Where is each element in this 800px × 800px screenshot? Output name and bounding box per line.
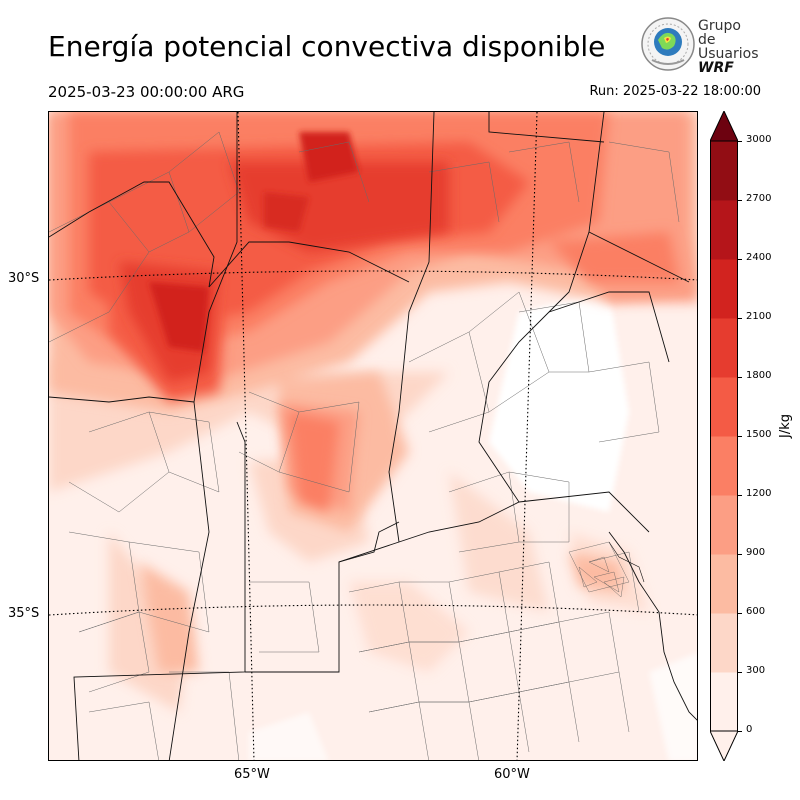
colorbar-units: J/kg: [778, 414, 793, 438]
colorbar-segment: [710, 495, 738, 555]
colorbar-segment: [710, 377, 738, 437]
coastline: [608, 531, 697, 721]
colorbar-tick-label: 1200: [746, 488, 772, 499]
graticule: [49, 112, 697, 760]
colorbar-frame: [710, 140, 738, 732]
colorbar-tick-label: 300: [746, 665, 766, 676]
colorbar: [709, 109, 739, 763]
run-time: Run: 2025-03-22 18:00:00: [589, 84, 761, 99]
colorbar-tick-label: 0: [746, 724, 753, 735]
colorbar-segment: [710, 318, 738, 378]
colorbar-tick-label: 2700: [746, 193, 772, 204]
colorbar-tick-label: 600: [746, 606, 766, 617]
latitude-line-30s: [49, 270, 697, 281]
colorbar-tick-mark: [738, 672, 742, 673]
colorbar-tick-mark: [738, 554, 742, 555]
colorbar-tick-mark: [738, 613, 742, 614]
lat-label-35s: 35°S: [8, 606, 40, 621]
longitude-line-60w: [516, 112, 538, 760]
colorbar-tick-mark: [738, 318, 742, 319]
colorbar-segment: [710, 259, 738, 319]
colorbar-tick-mark: [738, 731, 742, 732]
lat-label-30s: 30°S: [8, 271, 40, 286]
colorbar-tick-mark: [738, 141, 742, 142]
colorbar-extend-high: [709, 109, 739, 142]
department-borders: [49, 131, 680, 760]
colorbar-tick-label: 3000: [746, 134, 772, 145]
lon-label-65w: 65°W: [234, 767, 270, 782]
colorbar-tick-mark: [738, 259, 742, 260]
colorbar-tick-mark: [738, 436, 742, 437]
colorbar-segment: [710, 141, 738, 201]
map-canvas: [49, 112, 697, 760]
logo-emblem-icon: [641, 17, 695, 71]
colorbar-segment: [710, 613, 738, 673]
colorbar-tick-mark: [738, 200, 742, 201]
valid-time: 2025-03-23 00:00:00 ARG: [48, 83, 245, 101]
longitude-line-65w: [237, 112, 255, 760]
chart-title: Energía potencial convectiva disponible: [48, 30, 606, 63]
colorbar-segment: [710, 672, 738, 732]
colorbar-tick-label: 900: [746, 547, 766, 558]
colorbar-tick-mark: [738, 377, 742, 378]
logo-line-2: Usuarios: [698, 46, 759, 62]
lon-label-60w: 60°W: [494, 767, 530, 782]
colorbar-svg: [709, 109, 739, 763]
colorbar-extend-low: [709, 730, 739, 763]
cape-field-2100: [149, 132, 359, 352]
colorbar-tick-label: 2400: [746, 252, 772, 263]
cape-map: [48, 111, 698, 761]
colorbar-tick-mark: [738, 495, 742, 496]
wrf-logo: Grupo de Usuarios WRF: [640, 16, 760, 76]
province-borders: [49, 112, 690, 760]
latitude-line-35s: [49, 604, 697, 616]
colorbar-segment: [710, 200, 738, 260]
colorbar-tick-label: 1800: [746, 370, 772, 381]
metro-departments: [568, 541, 630, 598]
colorbar-tick-label: 2100: [746, 311, 772, 322]
colorbar-segment: [710, 436, 738, 496]
colorbar-tick-label: 1500: [746, 429, 772, 440]
logo-line-1: Grupo de: [698, 18, 741, 48]
logo-line-3: WRF: [698, 60, 734, 76]
colorbar-segment: [710, 554, 738, 614]
river-plate-coast: [608, 541, 645, 583]
